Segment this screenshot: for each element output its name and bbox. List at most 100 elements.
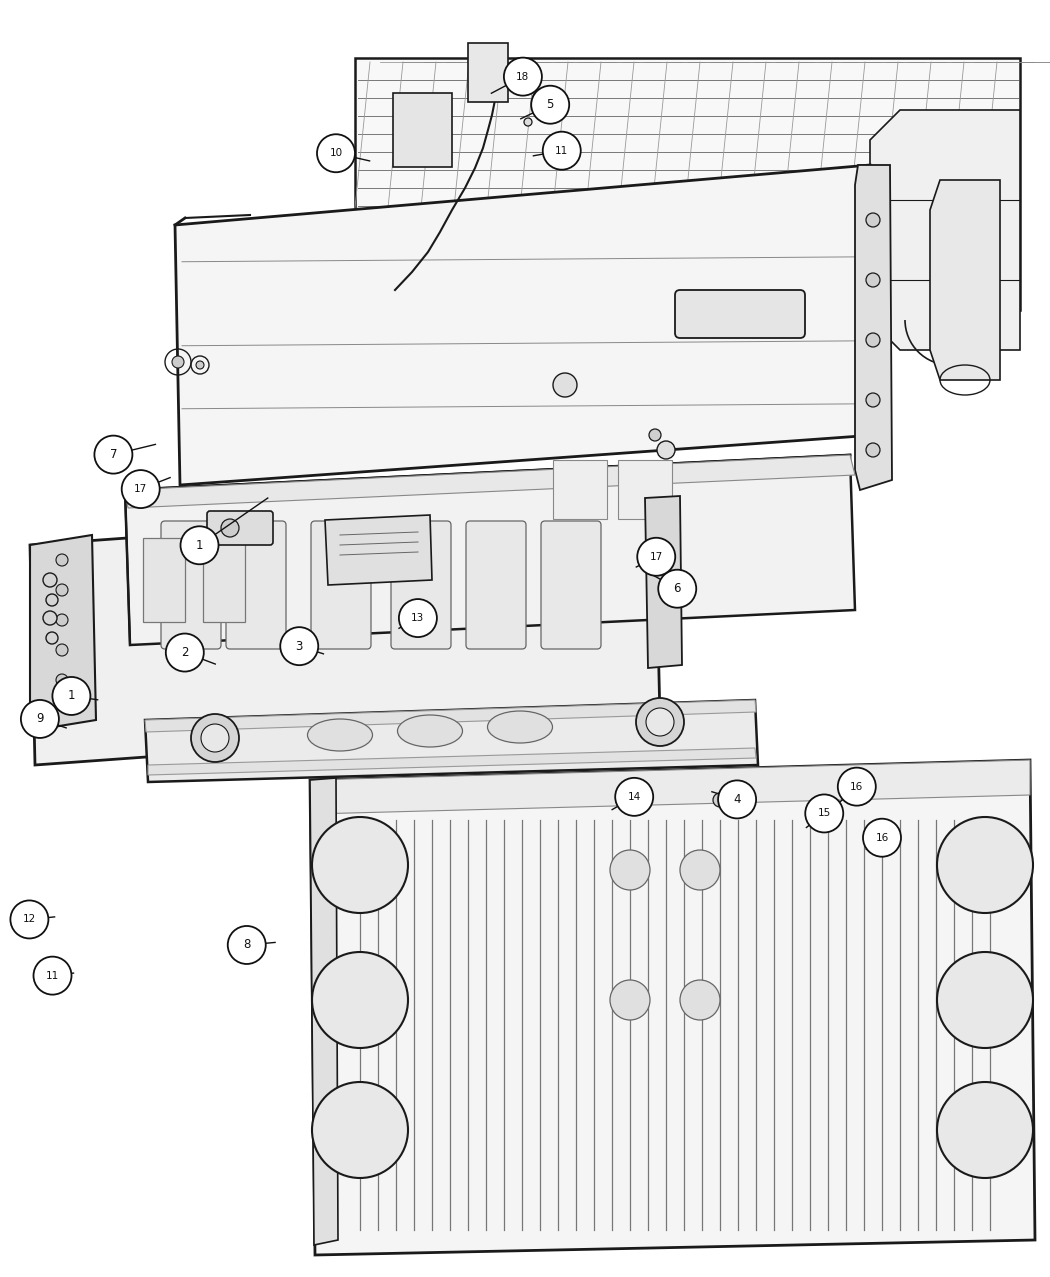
Circle shape bbox=[280, 627, 318, 665]
Circle shape bbox=[56, 554, 68, 566]
Polygon shape bbox=[310, 760, 1035, 1255]
Polygon shape bbox=[145, 700, 756, 732]
FancyBboxPatch shape bbox=[393, 93, 452, 167]
Circle shape bbox=[122, 470, 160, 508]
Text: 1: 1 bbox=[195, 539, 204, 552]
Ellipse shape bbox=[308, 719, 373, 751]
Circle shape bbox=[317, 134, 355, 172]
Circle shape bbox=[718, 780, 756, 819]
Text: 16: 16 bbox=[850, 782, 863, 792]
Text: 7: 7 bbox=[109, 448, 118, 461]
Circle shape bbox=[56, 584, 68, 596]
Circle shape bbox=[166, 633, 204, 672]
Circle shape bbox=[181, 526, 218, 564]
Circle shape bbox=[610, 850, 650, 890]
Circle shape bbox=[553, 373, 578, 397]
Circle shape bbox=[863, 819, 901, 857]
Circle shape bbox=[866, 333, 880, 347]
Text: 12: 12 bbox=[23, 914, 36, 925]
Circle shape bbox=[866, 213, 880, 227]
Circle shape bbox=[866, 393, 880, 407]
Circle shape bbox=[94, 435, 132, 474]
Circle shape bbox=[312, 817, 408, 913]
Text: 3: 3 bbox=[295, 640, 303, 653]
Polygon shape bbox=[355, 57, 1020, 310]
FancyBboxPatch shape bbox=[226, 521, 286, 649]
Circle shape bbox=[56, 699, 68, 711]
Circle shape bbox=[615, 778, 653, 816]
Circle shape bbox=[633, 793, 647, 807]
Circle shape bbox=[196, 361, 204, 369]
FancyBboxPatch shape bbox=[466, 521, 526, 649]
Polygon shape bbox=[148, 748, 756, 775]
Circle shape bbox=[43, 573, 57, 587]
Polygon shape bbox=[125, 455, 855, 645]
Text: 17: 17 bbox=[134, 484, 147, 494]
FancyBboxPatch shape bbox=[468, 43, 508, 102]
FancyBboxPatch shape bbox=[143, 538, 185, 622]
Circle shape bbox=[220, 518, 239, 538]
Circle shape bbox=[312, 951, 408, 1048]
FancyBboxPatch shape bbox=[161, 521, 220, 649]
Circle shape bbox=[866, 273, 880, 287]
Polygon shape bbox=[326, 515, 432, 585]
FancyBboxPatch shape bbox=[541, 521, 601, 649]
Circle shape bbox=[838, 767, 876, 806]
FancyBboxPatch shape bbox=[553, 460, 607, 518]
Circle shape bbox=[610, 979, 650, 1020]
Circle shape bbox=[543, 132, 581, 170]
Circle shape bbox=[713, 793, 727, 807]
Circle shape bbox=[56, 614, 68, 626]
Polygon shape bbox=[645, 495, 683, 668]
Text: 11: 11 bbox=[555, 146, 568, 156]
Circle shape bbox=[636, 699, 684, 746]
Text: 1: 1 bbox=[67, 690, 76, 702]
Circle shape bbox=[312, 1082, 408, 1177]
FancyBboxPatch shape bbox=[675, 290, 805, 338]
Circle shape bbox=[658, 570, 696, 608]
FancyBboxPatch shape bbox=[618, 460, 672, 518]
Polygon shape bbox=[930, 180, 1000, 381]
Circle shape bbox=[937, 1082, 1033, 1177]
Circle shape bbox=[657, 441, 675, 458]
Text: 13: 13 bbox=[412, 613, 424, 623]
Polygon shape bbox=[870, 110, 1020, 350]
FancyBboxPatch shape bbox=[311, 521, 371, 649]
Polygon shape bbox=[175, 165, 875, 485]
Text: 18: 18 bbox=[517, 72, 529, 82]
Circle shape bbox=[56, 674, 68, 686]
Circle shape bbox=[805, 794, 843, 833]
Circle shape bbox=[10, 900, 48, 939]
Text: 9: 9 bbox=[36, 713, 44, 725]
Circle shape bbox=[43, 610, 57, 624]
Circle shape bbox=[533, 92, 543, 102]
Circle shape bbox=[56, 644, 68, 656]
Text: 16: 16 bbox=[876, 833, 888, 843]
Ellipse shape bbox=[398, 715, 462, 747]
Text: 11: 11 bbox=[46, 971, 59, 981]
Polygon shape bbox=[125, 455, 855, 508]
FancyBboxPatch shape bbox=[203, 538, 245, 622]
Polygon shape bbox=[310, 760, 1030, 813]
Polygon shape bbox=[855, 165, 892, 490]
Circle shape bbox=[646, 707, 674, 736]
FancyBboxPatch shape bbox=[207, 511, 273, 545]
Circle shape bbox=[680, 979, 720, 1020]
Polygon shape bbox=[310, 778, 338, 1245]
Circle shape bbox=[504, 57, 542, 96]
Text: 15: 15 bbox=[818, 808, 831, 819]
Text: 10: 10 bbox=[330, 148, 342, 158]
Circle shape bbox=[228, 926, 266, 964]
Text: 8: 8 bbox=[243, 939, 251, 951]
Circle shape bbox=[46, 594, 58, 607]
Circle shape bbox=[52, 677, 90, 715]
Circle shape bbox=[201, 724, 229, 752]
Circle shape bbox=[937, 951, 1033, 1048]
Polygon shape bbox=[30, 535, 96, 730]
Text: 6: 6 bbox=[673, 582, 681, 595]
Circle shape bbox=[46, 632, 58, 644]
Polygon shape bbox=[30, 501, 660, 765]
FancyBboxPatch shape bbox=[391, 521, 452, 649]
Circle shape bbox=[866, 443, 880, 457]
Circle shape bbox=[637, 538, 675, 576]
